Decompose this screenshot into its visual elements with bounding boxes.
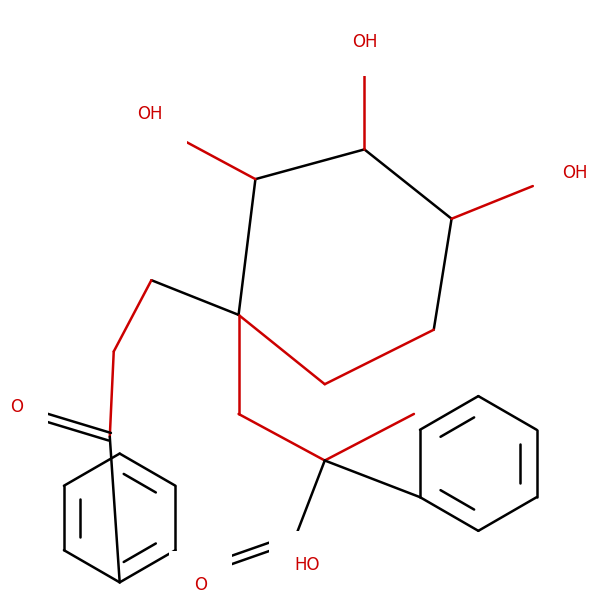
Text: O: O	[10, 398, 23, 416]
Text: OH: OH	[137, 105, 162, 123]
Text: O: O	[194, 577, 208, 595]
Text: OH: OH	[352, 34, 377, 52]
Text: HO: HO	[295, 556, 320, 574]
Text: OH: OH	[563, 164, 588, 182]
